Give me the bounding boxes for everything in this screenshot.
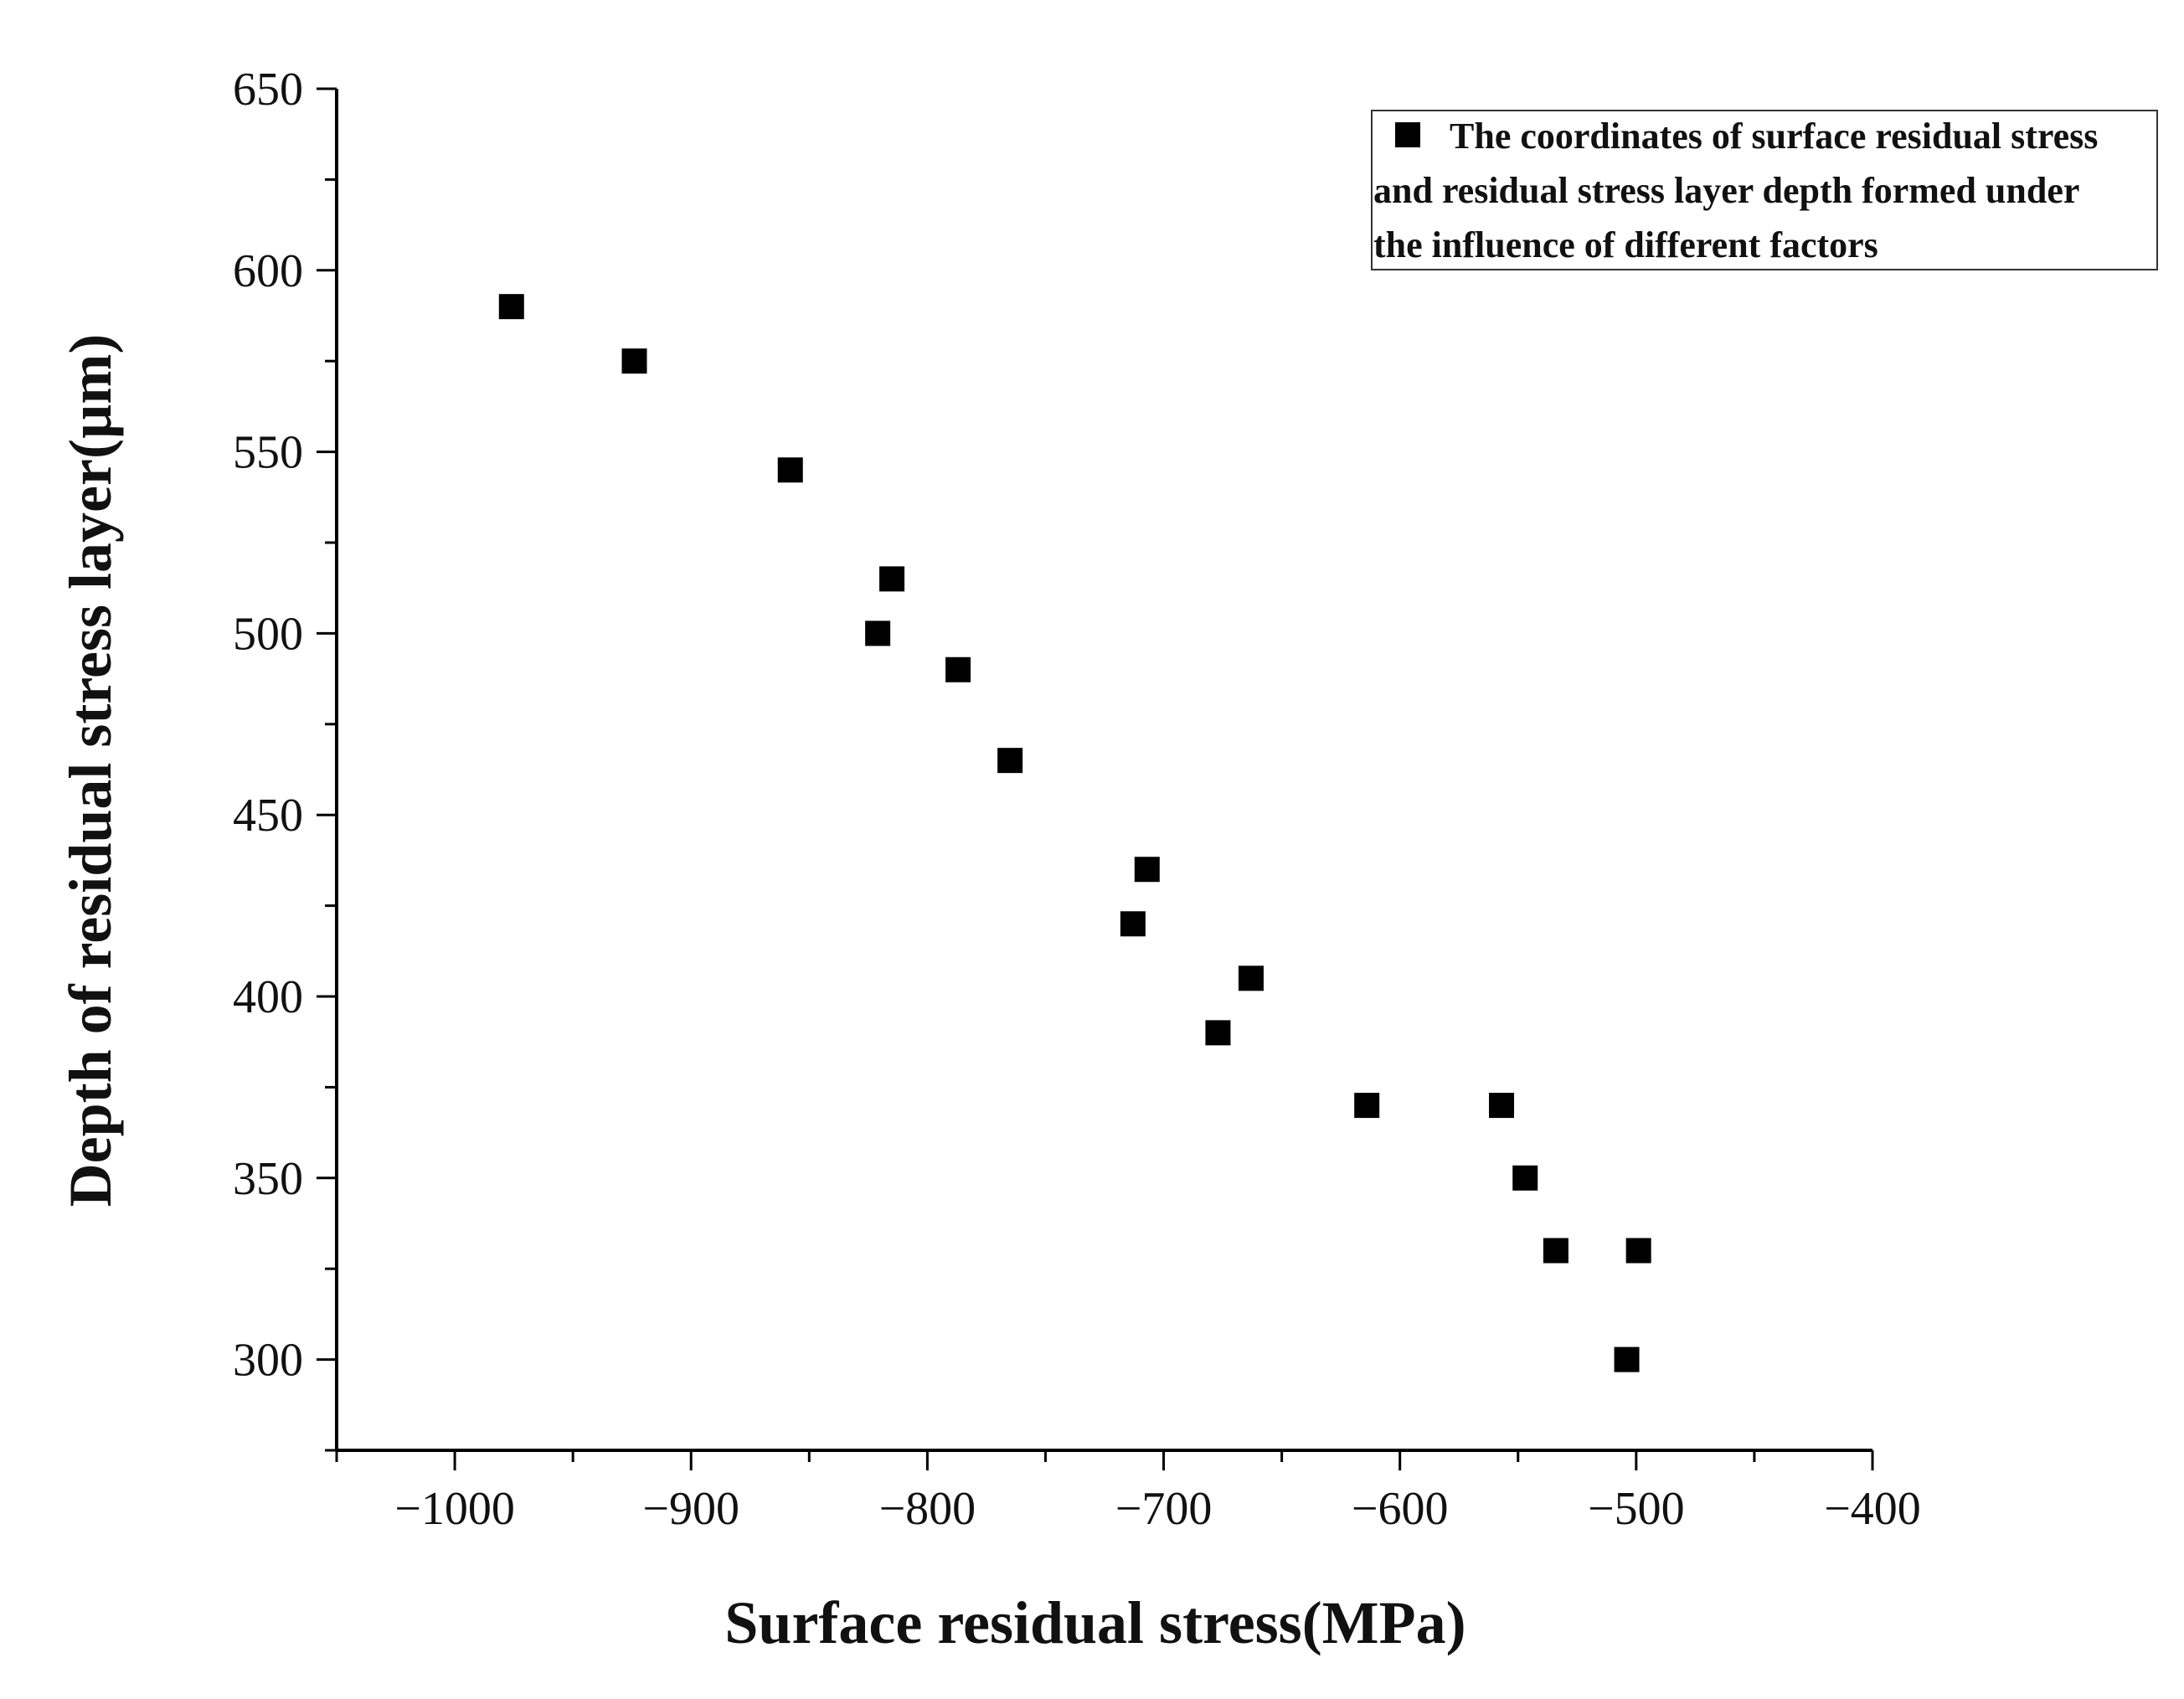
- data-points: [498, 294, 1651, 1372]
- y-axis-title: Depth of residual stress layer(µm): [57, 334, 124, 1207]
- legend-text-line-3: the influence of different factors: [1373, 224, 1878, 265]
- data-point: [1238, 965, 1264, 991]
- tick-marks: [317, 87, 1874, 1470]
- y-tick-label: 550: [233, 427, 303, 479]
- x-tick-label: −500: [1588, 1483, 1685, 1535]
- data-point: [621, 348, 647, 374]
- data-point: [1512, 1165, 1538, 1191]
- y-tick-label: 400: [233, 971, 303, 1023]
- y-tick-label: 450: [233, 790, 303, 842]
- data-point: [1543, 1238, 1568, 1264]
- data-point: [1134, 857, 1160, 883]
- data-point: [997, 748, 1023, 774]
- data-point: [1489, 1093, 1515, 1119]
- tick-labels: −1000 −900 −800 −700 −600 −500 −400 300 350 400 45…: [233, 64, 1921, 1535]
- legend-marker: [1395, 122, 1420, 147]
- legend-text-line-2: and residual stress layer depth formed u…: [1373, 170, 2079, 211]
- y-tick-label: 500: [233, 608, 303, 660]
- data-point: [945, 656, 971, 682]
- data-point: [498, 294, 524, 320]
- x-axis-title: Surface residual stress(MPa): [724, 1589, 1465, 1656]
- data-point: [879, 566, 905, 592]
- x-tick-label: −800: [879, 1483, 976, 1535]
- data-point: [865, 620, 891, 646]
- axes: [335, 89, 1872, 1452]
- x-tick-label: −1000: [394, 1483, 515, 1535]
- legend: The coordinates of surface residual stre…: [1371, 110, 2158, 270]
- x-tick-label: −600: [1352, 1483, 1449, 1535]
- y-tick-label: 600: [233, 245, 303, 297]
- legend-text-line-1: The coordinates of surface residual stre…: [1450, 116, 2098, 157]
- x-tick-label: −400: [1824, 1483, 1921, 1535]
- y-tick-label: 650: [233, 64, 303, 116]
- legend-box: [1371, 110, 2158, 270]
- x-tick-label: −900: [642, 1483, 739, 1535]
- data-point: [1354, 1093, 1380, 1119]
- data-point: [1120, 911, 1146, 937]
- x-tick-label: −700: [1115, 1483, 1213, 1535]
- y-tick-label: 300: [233, 1335, 303, 1387]
- data-point: [1205, 1020, 1231, 1046]
- data-point: [777, 457, 803, 483]
- y-tick-label: 350: [233, 1153, 303, 1205]
- data-point: [1614, 1346, 1640, 1372]
- data-point: [1625, 1238, 1651, 1264]
